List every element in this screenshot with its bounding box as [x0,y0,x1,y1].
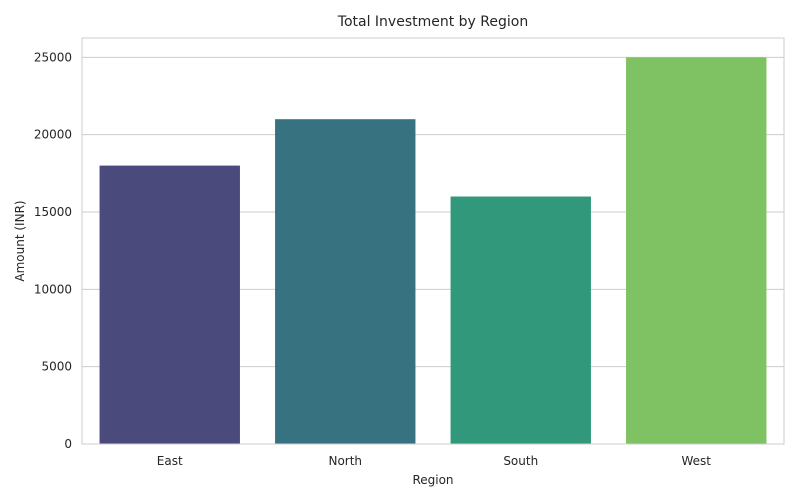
bar-north [275,119,416,444]
bar-east [99,165,240,444]
y-tick-label: 15000 [34,205,72,219]
bars [99,57,767,444]
bar-west [626,57,767,444]
x-axis-ticks: East North South West [157,454,711,468]
bar-south [450,196,591,444]
x-tick-label: West [681,454,711,468]
plot-area-frame [81,37,785,445]
x-tick-label: East [157,454,183,468]
x-axis-label: Region [412,473,453,487]
x-tick-label: North [328,454,362,468]
y-axis-ticks: 0 5000 10000 15000 20000 25000 [34,50,72,451]
y-tick-label: 20000 [34,128,72,142]
chart-title: Total Investment by Region [337,14,528,30]
y-axis-label: Amount (INR) [13,200,27,281]
y-tick-label: 0 [64,437,72,451]
y-tick-label: 5000 [41,360,72,374]
y-tick-label: 25000 [34,50,72,64]
y-tick-label: 10000 [34,282,72,296]
x-tick-label: South [503,454,538,468]
